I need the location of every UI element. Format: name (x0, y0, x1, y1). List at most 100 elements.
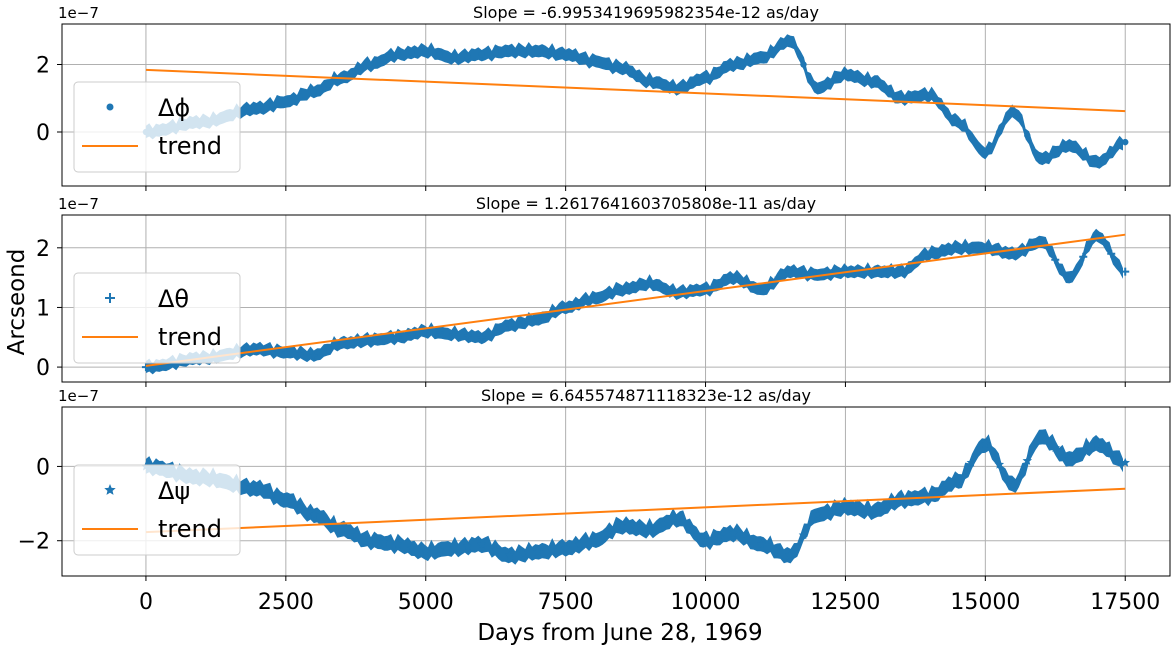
subplot-title: Slope = -6.9953419695982354e-12 as/day (473, 3, 819, 22)
x-tick-label: 5000 (398, 590, 454, 615)
data-point (939, 246, 948, 255)
data-point (589, 294, 598, 303)
data-point (534, 47, 541, 55)
data-point (799, 269, 808, 278)
data-point (380, 56, 387, 63)
data-point (282, 98, 290, 105)
data-point (812, 509, 823, 519)
data-point (281, 494, 291, 504)
data-point (533, 315, 542, 324)
data-point (434, 545, 445, 555)
trend-line-3 (145, 487, 1126, 534)
data-point (646, 78, 653, 85)
data-point (728, 528, 739, 538)
data-point (952, 476, 963, 486)
data-point (1052, 149, 1059, 156)
data-point (757, 285, 766, 294)
data-point (926, 91, 933, 99)
legend-marker (104, 484, 116, 495)
data-point (477, 333, 486, 342)
data-point (674, 84, 681, 92)
data-point (520, 47, 527, 55)
y-tick-label: 2 (36, 237, 50, 262)
data-point (351, 337, 360, 346)
data-point (1038, 155, 1045, 163)
data-point (716, 68, 723, 75)
data-point (968, 133, 975, 141)
subplot-2: 0 1 2 Slope = 1.2617641603705808e-11 as/day… (36, 194, 1171, 387)
data-point (1022, 455, 1033, 465)
data-point (925, 249, 934, 258)
legend-label: trend (158, 323, 222, 351)
data-point (560, 543, 571, 553)
data-point (379, 537, 389, 547)
data-point (532, 546, 543, 556)
subplot-3: −2 0 Slope = 6.645574871118323e-12 as/day 1… (18, 386, 1171, 581)
data-point (660, 81, 667, 88)
data-point (1064, 454, 1075, 464)
data-point (296, 93, 304, 100)
data-point (309, 509, 319, 519)
data-point (337, 524, 347, 534)
data-point (730, 61, 737, 68)
data-point (645, 279, 654, 288)
data-point (882, 500, 893, 510)
data-point (954, 118, 961, 126)
x-tick-label: 12500 (810, 590, 880, 615)
data-point (672, 513, 683, 523)
data-point (476, 539, 487, 549)
plot-frame-3 (61, 406, 1171, 577)
data-point (840, 502, 851, 512)
data-point (714, 532, 725, 542)
data-point (729, 273, 738, 282)
data-point (897, 267, 906, 276)
data-point (688, 79, 695, 87)
subplot-title: Slope = 1.2617641603705808e-11 as/day (476, 194, 816, 213)
data-point (826, 506, 837, 516)
offset-label: 1e−7 (58, 195, 99, 213)
data-point (785, 267, 794, 276)
data-point (938, 483, 949, 493)
data-point (1078, 446, 1089, 456)
data-point (394, 51, 401, 58)
data-point (309, 351, 318, 360)
data-point (491, 327, 500, 336)
plot-frame-1 (61, 23, 1171, 187)
legend-label: Δθ (158, 285, 189, 313)
data-point (1036, 431, 1047, 441)
data-band-3 (145, 429, 1123, 565)
data-point (854, 504, 865, 514)
data-point (631, 282, 640, 291)
data-point (575, 298, 584, 307)
data-point (253, 483, 263, 493)
y-tick-label: 1 (36, 296, 50, 321)
data-point (1092, 439, 1103, 449)
data-point (351, 530, 361, 540)
x-tick-label: 10000 (671, 590, 741, 615)
data-point (1094, 159, 1101, 166)
data-point (365, 535, 375, 545)
data-point (603, 290, 612, 299)
data-point (798, 530, 809, 540)
data-point (1010, 108, 1017, 115)
data-point (1066, 142, 1073, 149)
x-tick-label: 7500 (538, 590, 594, 615)
legend-marker (105, 293, 115, 303)
data-point (784, 550, 795, 560)
y-tick-label: −2 (18, 530, 50, 555)
data-point (1037, 237, 1046, 246)
y-axis-label: Arcseond (4, 249, 30, 356)
data-point (574, 539, 585, 549)
legend-2 (73, 272, 241, 364)
offset-label: 1e−7 (58, 387, 99, 405)
data-point (800, 61, 807, 68)
data-point (1050, 442, 1061, 452)
data-point (1079, 252, 1088, 261)
data-point (630, 522, 641, 532)
data-point (658, 519, 669, 529)
data-point (590, 57, 597, 65)
data-point (463, 331, 472, 340)
data-point (842, 71, 849, 78)
data-point (518, 548, 529, 558)
